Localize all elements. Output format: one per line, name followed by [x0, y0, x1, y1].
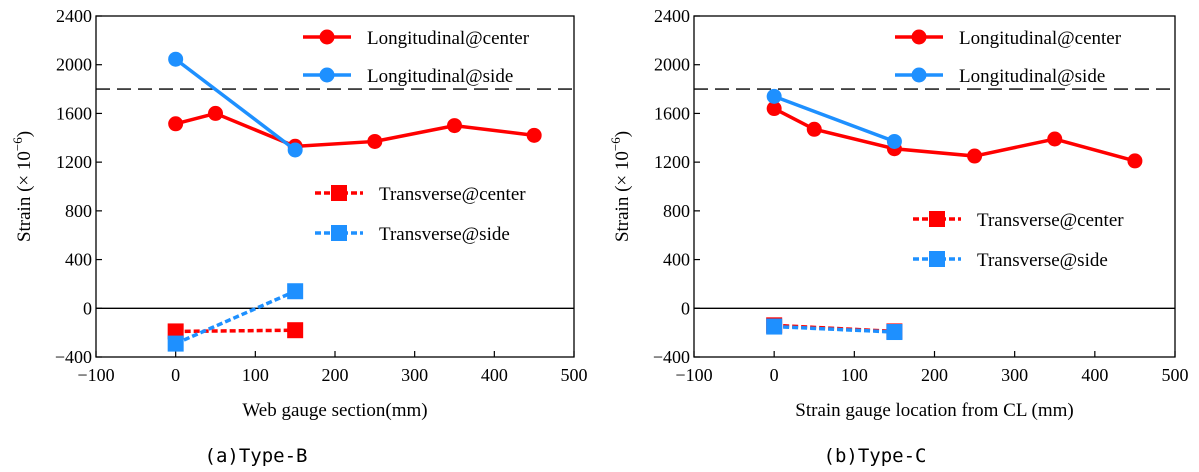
- data-point: [167, 323, 184, 340]
- series-longitudinal-side: [168, 51, 303, 158]
- y-tick-label: 0: [681, 298, 690, 318]
- data-point: [208, 105, 223, 121]
- x-axis-label: Web gauge section(mm): [242, 400, 427, 421]
- x-tick-label: 0: [171, 365, 180, 385]
- legend-marker: [319, 29, 335, 45]
- panel-caption: (a)Type-B: [205, 445, 308, 467]
- x-tick-label: 300: [401, 365, 428, 385]
- legend-group: Longitudinal@center Longitudinal@side: [303, 28, 530, 87]
- y-axis-label-main: Strain (× 10: [612, 151, 633, 242]
- legend-label: Longitudinal@center: [367, 28, 530, 49]
- y-tick-label: 2400: [654, 6, 690, 26]
- data-point: [167, 335, 184, 352]
- panel-caption: (b)Type-C: [824, 445, 927, 467]
- legend-marker: [319, 67, 335, 83]
- series-longitudinal-center: [168, 105, 542, 154]
- y-tick-label: 400: [65, 250, 92, 270]
- data-point: [287, 142, 303, 158]
- legend-group: Transverse@center Transverse@side: [913, 210, 1124, 271]
- legend-label: Transverse@side: [977, 250, 1108, 271]
- legend-marker: [331, 185, 347, 201]
- data-point: [766, 101, 782, 117]
- y-axis-label-main: Strain (× 10: [14, 151, 35, 242]
- series-line: [773, 107, 1136, 163]
- legend-label: Transverse@side: [379, 224, 510, 245]
- x-tick-label: −100: [77, 365, 114, 385]
- series-transverse-side: [766, 318, 903, 341]
- data-point: [766, 88, 782, 104]
- y-tick-label: −400: [653, 347, 690, 367]
- series-line: [175, 111, 535, 149]
- y-tick-label: 2000: [654, 55, 690, 75]
- panel-a: −100 0 100 200 300 400 500 −400 0 400 800 1200 1600 2…: [10, 6, 588, 467]
- x-tick-label: 500: [1162, 365, 1189, 385]
- legend-marker: [911, 67, 927, 83]
- y-tick-label: 400: [663, 250, 690, 270]
- legend-label: Transverse@center: [379, 184, 526, 205]
- y-tick-label: 1600: [654, 103, 690, 123]
- data-point: [287, 322, 304, 339]
- x-tick-label: 200: [921, 365, 948, 385]
- series-line: [174, 289, 296, 346]
- y-tick-label: 1600: [56, 103, 92, 123]
- data-point: [526, 127, 542, 143]
- y-tick-label: 2000: [56, 55, 92, 75]
- series-line: [774, 324, 895, 334]
- x-tick-label: 400: [1081, 365, 1108, 385]
- legend-marker: [911, 29, 927, 45]
- series-line: [175, 328, 296, 334]
- y-axis-label: Strain (× 10−6): [608, 131, 633, 242]
- x-tick-label: 0: [770, 365, 779, 385]
- y-tick-label: 800: [663, 201, 690, 221]
- data-point: [367, 133, 383, 149]
- series-transverse-center: [167, 322, 304, 340]
- series-line: [773, 94, 896, 144]
- data-point: [287, 283, 304, 300]
- data-point: [886, 133, 902, 149]
- y-axis-label-exponent: −6: [10, 137, 25, 151]
- series-longitudinal-center: [766, 101, 1143, 169]
- y-tick-label: 0: [83, 298, 92, 318]
- data-point: [766, 318, 783, 335]
- x-tick-label: 100: [242, 365, 269, 385]
- legend-label: Transverse@center: [977, 210, 1124, 231]
- y-tick-label: 2400: [56, 6, 92, 26]
- legend-marker: [331, 225, 347, 241]
- panel-b: −100 0 100 200 300 400 500 −400 0 400 800 1200 1600 2…: [608, 6, 1189, 467]
- x-tick-label: 300: [1001, 365, 1028, 385]
- y-tick-label: −400: [55, 347, 92, 367]
- y-tick-label: 800: [65, 201, 92, 221]
- data-point: [168, 116, 184, 132]
- data-point: [168, 51, 184, 67]
- series-line: [174, 57, 297, 152]
- data-point: [1127, 153, 1143, 169]
- legend-marker: [929, 251, 945, 267]
- data-point: [806, 121, 822, 137]
- y-tick-label: 1200: [56, 152, 92, 172]
- data-point: [886, 324, 903, 341]
- x-axis-label: Strain gauge location from CL (mm): [795, 400, 1073, 421]
- legend-group: Transverse@center Transverse@side: [315, 184, 526, 245]
- data-point: [967, 148, 983, 164]
- y-axis-label: Strain (× 10−6): [10, 131, 35, 242]
- data-point: [447, 118, 462, 134]
- x-tick-label: 200: [322, 365, 349, 385]
- y-axis-label-exponent: −6: [608, 137, 623, 151]
- x-tick-label: 100: [841, 365, 868, 385]
- y-axis-label-close: ): [14, 131, 35, 137]
- legend-label: Longitudinal@side: [367, 66, 513, 87]
- y-axis-label-close: ): [612, 131, 633, 137]
- series-longitudinal-side: [766, 88, 902, 149]
- x-tick-label: −100: [675, 365, 712, 385]
- y-tick-label: 1200: [654, 152, 690, 172]
- legend-label: Longitudinal@side: [959, 66, 1105, 87]
- legend-group: Longitudinal@center Longitudinal@side: [895, 28, 1122, 87]
- x-tick-label: 500: [561, 365, 588, 385]
- x-tick-label: 400: [481, 365, 508, 385]
- series-transverse-side: [167, 283, 304, 352]
- legend-label: Longitudinal@center: [959, 28, 1122, 49]
- legend-marker: [929, 211, 945, 227]
- data-point: [1047, 131, 1063, 147]
